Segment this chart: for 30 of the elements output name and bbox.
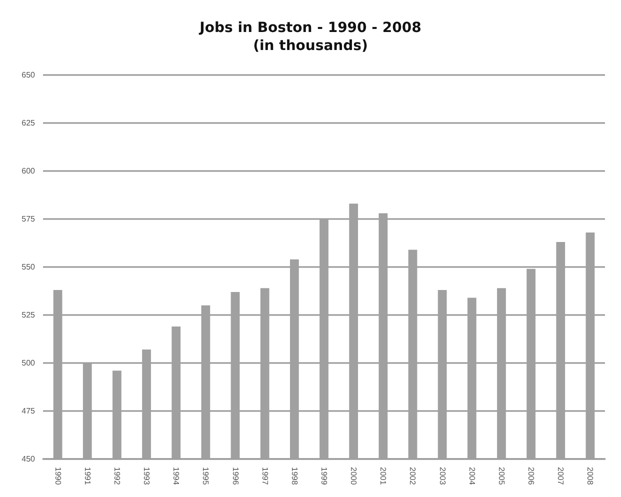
y-tick-label: 650 xyxy=(22,70,36,80)
x-tick-label: 2008 xyxy=(586,467,595,486)
x-tick-label: 1998 xyxy=(290,467,299,486)
x-tick-label: 2007 xyxy=(556,467,566,486)
x-tick-label: 1993 xyxy=(142,467,152,486)
x-tick-label: 1991 xyxy=(82,467,92,486)
y-tick-label: 450 xyxy=(22,454,36,464)
x-tick-label: 1990 xyxy=(53,467,62,486)
x-tick-label: 2003 xyxy=(438,467,447,486)
y-tick-label: 475 xyxy=(22,406,36,416)
x-tick-label: 2000 xyxy=(349,467,358,486)
x-tick-label: 1992 xyxy=(112,467,122,486)
y-tick-label: 525 xyxy=(22,310,36,320)
x-tick-label: 1999 xyxy=(320,467,328,486)
chart-subtitle: (in thousands) xyxy=(253,38,368,54)
y-tick-label: 550 xyxy=(22,262,36,272)
x-tick-label: 1994 xyxy=(172,467,181,486)
y-tick-label: 575 xyxy=(22,214,36,224)
x-tick-label: 2002 xyxy=(408,467,418,486)
x-tick-label: 2005 xyxy=(496,467,506,486)
x-tick-label: 2001 xyxy=(378,467,388,486)
y-tick-label: 625 xyxy=(22,118,36,128)
x-tick-label: 2004 xyxy=(467,467,476,486)
x-tick-label: 1995 xyxy=(201,467,210,486)
x-tick-label: 1997 xyxy=(260,467,270,486)
y-tick-label: 600 xyxy=(22,166,36,176)
x-tick-label: 1996 xyxy=(230,467,240,486)
y-tick-label: 500 xyxy=(22,358,36,368)
chart-title: Jobs in Boston - 1990 - 2008 xyxy=(198,20,422,36)
x-tick-label: 2006 xyxy=(526,467,536,486)
